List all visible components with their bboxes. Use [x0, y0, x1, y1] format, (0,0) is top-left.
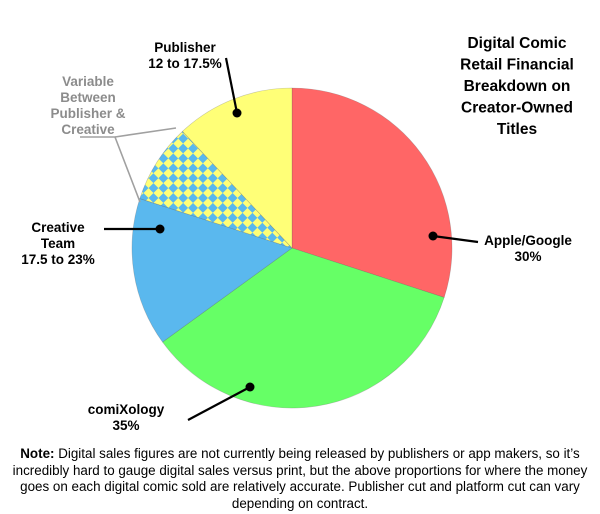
pie-slice-2 [131, 198, 293, 343]
leader-line-0 [432, 234, 479, 244]
pie-slice-1 [162, 247, 445, 409]
slice-labels: Apple/Google 30% comiXology 35% Creative Team… [21, 40, 572, 433]
leader-line-3-b [114, 127, 177, 138]
pie-slice-4 [182, 87, 293, 249]
pie-chart: Apple/Google 30% comiXology 35% Creative Team… [21, 35, 574, 433]
note-text: Digital sales figures are not currently … [12, 446, 588, 511]
chart-title: Digital Comic Retail Financial Breakdown o… [460, 35, 574, 138]
leader-line-3 [80, 136, 141, 203]
slice-label-1: comiXology 35% [88, 402, 165, 433]
pie-slice-0 [291, 87, 453, 298]
pie-slices [131, 87, 453, 409]
leader-line-1 [187, 386, 251, 421]
chart-note: Note: Digital sales figures are not curr… [8, 446, 592, 512]
leader-dot-1 [245, 382, 255, 392]
leader-line-4 [224, 57, 239, 114]
slice-label-0: Apple/Google 30% [484, 233, 572, 264]
pie-slice-3 [139, 130, 293, 249]
note-label: Note: [20, 446, 55, 461]
leader-dot-4 [232, 108, 242, 118]
slice-label-2: Creative Team 17.5 to 23% [21, 220, 95, 267]
leader-dot-0 [428, 231, 438, 241]
leader-lines [80, 57, 479, 421]
slice-label-3: Variable Between Publisher & Creative [50, 74, 125, 137]
leader-dot-2 [155, 224, 165, 234]
slice-label-4: Publisher 12 to 17.5% [148, 40, 222, 71]
